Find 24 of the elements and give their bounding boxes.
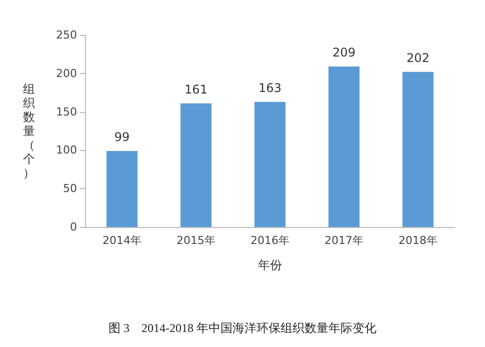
y-tick-label: 150 bbox=[56, 105, 77, 118]
x-tick-label: 2015年 bbox=[176, 234, 216, 247]
y-tick-label: 50 bbox=[63, 182, 77, 196]
bar bbox=[402, 72, 434, 227]
data-label: 209 bbox=[332, 45, 356, 60]
data-label: 202 bbox=[406, 50, 430, 65]
data-label: 161 bbox=[184, 82, 208, 96]
x-tick-label: 2017年 bbox=[324, 234, 364, 247]
x-tick-label: 2014年 bbox=[102, 234, 142, 247]
data-label: 163 bbox=[258, 80, 282, 95]
bar bbox=[180, 103, 212, 227]
y-tick-label: 0 bbox=[70, 220, 77, 234]
x-tick-label: 2016年 bbox=[250, 234, 290, 247]
y-tick-label: 200 bbox=[56, 66, 77, 80]
data-label: 99 bbox=[114, 130, 130, 144]
bar bbox=[106, 150, 138, 227]
x-axis-title: 年份 bbox=[258, 258, 282, 272]
y-tick-label: 100 bbox=[56, 144, 77, 157]
bar bbox=[254, 102, 286, 227]
bar bbox=[328, 66, 360, 227]
y-axis-title: 组织数量（个） bbox=[23, 82, 35, 180]
y-tick-label: 250 bbox=[56, 28, 77, 42]
x-tick-label: 2018年 bbox=[398, 234, 438, 247]
text: 图 3 2014-2018 年中国海洋环保组织数量年际变化 bbox=[108, 321, 376, 335]
